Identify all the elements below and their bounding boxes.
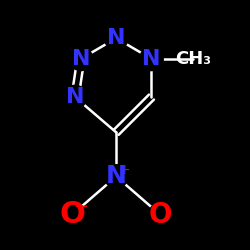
Circle shape [60, 203, 84, 226]
Circle shape [148, 203, 172, 226]
Circle shape [69, 47, 93, 70]
Circle shape [140, 47, 163, 70]
Circle shape [104, 26, 128, 50]
Text: N: N [66, 87, 84, 107]
Text: +: + [118, 163, 130, 177]
Text: N: N [107, 28, 126, 48]
Circle shape [63, 85, 87, 109]
Text: CH₃: CH₃ [175, 50, 211, 68]
Text: N: N [72, 49, 90, 69]
Circle shape [104, 165, 128, 188]
Text: O: O [59, 200, 85, 229]
Text: O: O [148, 201, 172, 229]
Text: −: − [73, 198, 88, 216]
Text: N: N [106, 164, 126, 188]
Text: N: N [142, 49, 161, 69]
